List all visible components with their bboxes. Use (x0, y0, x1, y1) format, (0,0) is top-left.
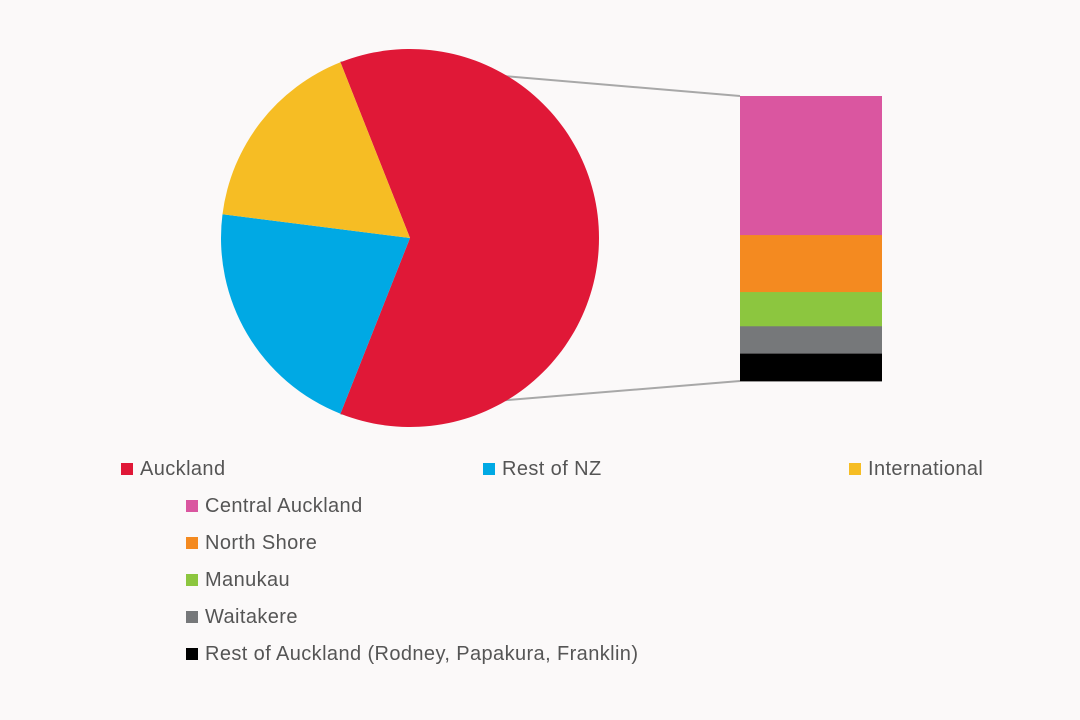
legend-label-waitakere: Waitakere (205, 605, 298, 628)
legend-item-auckland: Auckland (121, 456, 225, 482)
legend-swatch-rest-of-nz (483, 463, 495, 475)
stacked-bar (740, 96, 882, 382)
pie-slice-rest-of-nz (221, 214, 410, 414)
bar-segment-waitakere (740, 326, 882, 355)
legend-label-rest-of-nz: Rest of NZ (502, 457, 602, 480)
bar-segment-north-shore (740, 235, 882, 293)
legend-swatch-rest-of-auckland-rodney-papakura-franklin (186, 648, 198, 660)
bar-segment-central-auckland (740, 96, 882, 236)
legend-swatch-north-shore (186, 537, 198, 549)
legend-item-rest-of-auckland-rodney-papakura-franklin: Rest of Auckland (Rodney, Papakura, Fran… (186, 641, 638, 667)
bar-of-pie-chart (221, 48, 882, 427)
legend-item-central-auckland: Central Auckland (186, 493, 363, 519)
legend-item-manukau: Manukau (186, 567, 290, 593)
bar-segment-manukau (740, 292, 882, 327)
legend-item-rest-of-nz: Rest of NZ (483, 456, 602, 482)
pie-chart (221, 48, 600, 427)
legend-label-rest-of-auckland-rodney-papakura-franklin: Rest of Auckland (Rodney, Papakura, Fran… (205, 642, 639, 665)
legend-swatch-central-auckland (186, 500, 198, 512)
legend-swatch-waitakere (186, 611, 198, 623)
legend-label-manukau: Manukau (205, 568, 291, 591)
legend-item-international: International (849, 456, 983, 482)
legend-swatch-international (849, 463, 861, 475)
legend-label-international: International (868, 457, 984, 480)
pie-slice-auckland (340, 48, 600, 427)
legend-label-auckland: Auckland (140, 457, 226, 480)
bar-segment-rest-of-auckland-rodney-papakura-franklin (740, 353, 882, 382)
legend-swatch-manukau (186, 574, 198, 586)
legend-item-north-shore: North Shore (186, 530, 317, 556)
legend-swatch-auckland (121, 463, 133, 475)
legend-label-north-shore: North Shore (205, 531, 318, 554)
legend-label-central-auckland: Central Auckland (205, 494, 363, 517)
legend-item-waitakere: Waitakere (186, 604, 298, 630)
pie-slice-international (222, 62, 410, 238)
